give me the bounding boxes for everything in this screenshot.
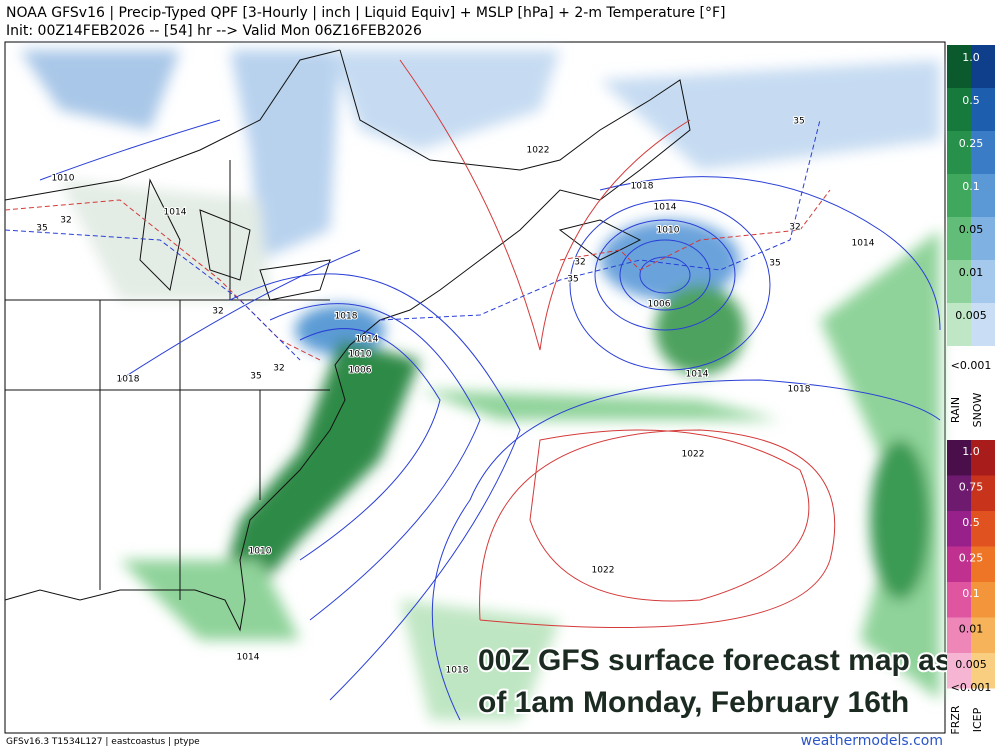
contour-label: 1014 [356, 335, 379, 345]
colorbar-label: 0.25 [959, 137, 984, 150]
colorbar-cell [971, 131, 995, 174]
colorbar-label: 0.1 [962, 180, 980, 193]
footer-left: GFSv16.3 T1534L127 | eastcoastus | ptype [6, 737, 200, 747]
colorbar-cell [971, 303, 995, 346]
contour-label: 32 [574, 258, 585, 268]
colorbar-label: 0.25 [959, 552, 984, 565]
colorbar-label: 0.75 [959, 481, 984, 494]
colorbar-cell [947, 511, 971, 547]
header-line: Init: 00Z14FEB2026 -- [54] hr --> Valid … [6, 23, 422, 39]
colorbar-label: <0.001 [951, 359, 992, 372]
contour-label: 1014 [852, 239, 875, 249]
colorbar-cell [947, 546, 971, 582]
colorbar-label: 0.5 [962, 516, 980, 529]
colorbar-label: 0.5 [962, 94, 980, 107]
contour-label: 35 [793, 117, 804, 127]
colorbar: 1.0 0.5 0.25 0.1 0.05 0.01 0.005 <0.001 RAIN SNOW… [947, 45, 995, 735]
colorbar-cell [971, 653, 995, 689]
colorbar-label: 1.0 [962, 445, 980, 458]
colorbar-cell [947, 45, 971, 88]
colorbar-cell [947, 88, 971, 131]
contour-label: 1006 [349, 366, 372, 376]
colorbar-cell [971, 260, 995, 303]
contour-label: 1018 [788, 385, 811, 395]
footer-right: weathermodels.com [801, 733, 943, 749]
contour-label: 35 [36, 224, 47, 234]
precipitation [20, 50, 940, 720]
colorbar-cell [971, 45, 995, 88]
contour-label: 32 [212, 307, 223, 317]
colorbar-label: 0.05 [959, 223, 984, 236]
colorbar-cell [971, 546, 995, 582]
colorbar-cell [947, 582, 971, 618]
colorbar-cell [971, 475, 995, 511]
colorbar-label: <0.001 [951, 681, 992, 694]
header-line: NOAA GFSv16 | Precip-Typed QPF [3-Hourly… [6, 5, 726, 21]
contour-label: 32 [789, 223, 800, 233]
contour-label: 35 [769, 259, 780, 269]
colorbar-cell [971, 617, 995, 653]
colorbar-cell [947, 217, 971, 260]
contour-label: 1018 [335, 312, 358, 322]
colorbar-title: ICEP [971, 707, 984, 732]
contour-label: 32 [273, 364, 284, 374]
colorbar-cell [947, 617, 971, 653]
contour-label: 1014 [237, 653, 260, 663]
colorbar-cell [947, 475, 971, 511]
colorbar-cell [947, 131, 971, 174]
contour-label: 1022 [592, 566, 615, 576]
colorbar-title: RAIN [949, 397, 962, 423]
colorbar-cell [947, 174, 971, 217]
contour-labels: 1010 1014 1022 1018 1014 1010 1006 1014 1018 1014… [35, 116, 875, 677]
temperature-contours [4, 59, 836, 628]
coastlines [4, 49, 691, 632]
colorbar-label: 1.0 [962, 51, 980, 64]
caption-line: 00Z GFS surface forecast map as [478, 644, 952, 677]
freezing-line [4, 119, 821, 361]
colorbar-title: FRZR [949, 705, 962, 735]
colorbar-title: SNOW [971, 393, 984, 428]
colorbar-cell [947, 440, 971, 476]
contour-label: 1010 [349, 350, 372, 360]
colorbar-label: 0.01 [959, 623, 984, 636]
contour-label: 1018 [446, 666, 469, 676]
contour-label: 32 [60, 216, 71, 226]
colorbar-cell [947, 653, 971, 689]
colorbar-label: 0.005 [955, 658, 987, 671]
contour-label: 1010 [52, 174, 75, 184]
colorbar-label: 0.01 [959, 266, 984, 279]
contour-label: 1014 [654, 203, 677, 213]
colorbar-cell [947, 260, 971, 303]
colorbar-cell [971, 174, 995, 217]
colorbar-cell [971, 217, 995, 260]
colorbar-cell [947, 303, 971, 346]
colorbar-cell [971, 440, 995, 476]
colorbar-label: 0.005 [955, 309, 987, 322]
isobars [39, 119, 941, 721]
contour-label: 1014 [164, 208, 187, 218]
colorbar-cell [971, 511, 995, 547]
contour-label: 1018 [631, 182, 654, 192]
contour-label: 1014 [686, 370, 709, 380]
caption-line: of 1am Monday, February 16th [478, 686, 909, 719]
contour-label: 35 [567, 275, 578, 285]
colorbar-cell [971, 88, 995, 131]
colorbar-label: 0.1 [962, 587, 980, 600]
contour-label: 35 [250, 372, 261, 382]
contour-label: 1022 [682, 450, 705, 460]
contour-label: 1006 [648, 300, 671, 310]
colorbar-cell [971, 582, 995, 618]
map: 1010 1014 1022 1018 1014 1010 1006 1014 1018 1014… [4, 41, 954, 734]
contour-label: 1010 [657, 226, 680, 236]
contour-label: 1022 [527, 146, 550, 156]
contour-label: 1018 [117, 375, 140, 385]
contour-label: 1010 [249, 547, 272, 557]
